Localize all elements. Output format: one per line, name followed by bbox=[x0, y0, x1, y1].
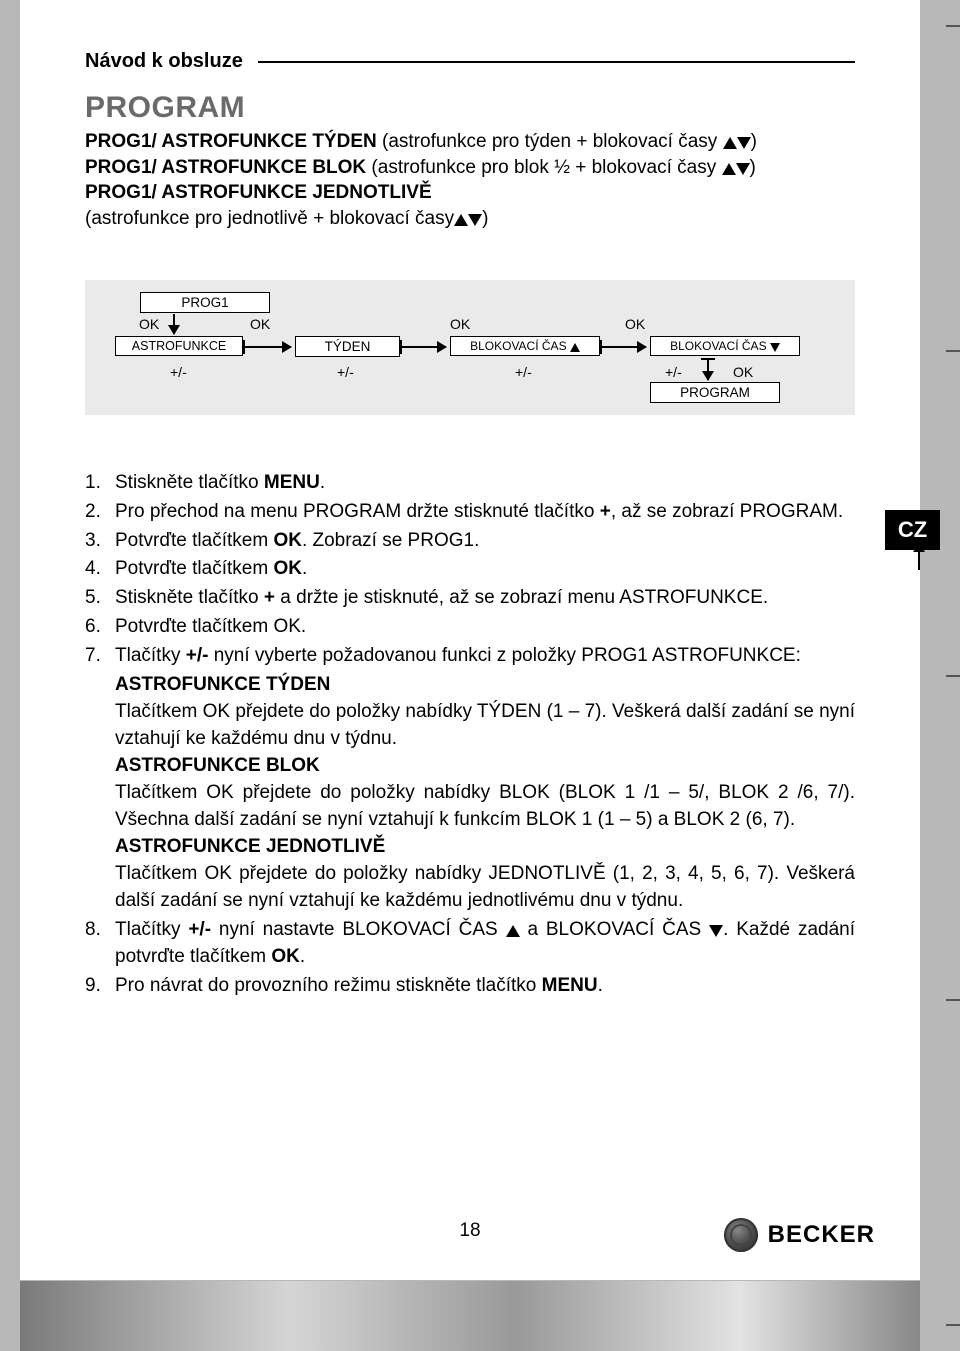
s7c-text: Tlačítkem OK přejdete do položky nabídky… bbox=[115, 861, 855, 915]
page: Návod k obsluze PROGRAM PROG1/ ASTROFUNK… bbox=[20, 0, 920, 1280]
binder-marks bbox=[940, 0, 960, 1351]
flow-box-astro: ASTROFUNKCE bbox=[115, 336, 243, 356]
intro-l1-bold: PROG1/ ASTROFUNKCE TÝDEN bbox=[85, 131, 377, 152]
step-1: 1.Stiskněte tlačítko MENU. bbox=[85, 470, 855, 497]
s7a-text: Tlačítkem OK přejdete do položky nabídky… bbox=[115, 699, 855, 753]
flow-box-blok-up: BLOKOVACÍ ČAS bbox=[450, 336, 600, 356]
s7c-heading: ASTROFUNKCE JEDNOTLIVĚ bbox=[115, 834, 855, 861]
steps-list: 1.Stiskněte tlačítko MENU. 2.Pro přechod… bbox=[85, 470, 855, 1000]
flow-box-prog1: PROG1 bbox=[140, 292, 270, 313]
tab-arrow bbox=[918, 552, 920, 570]
step-4: 4.Potvrďte tlačítkem OK. bbox=[85, 556, 855, 583]
triangle-down-icon bbox=[737, 137, 751, 149]
intro-l2-rest: (astrofunkce pro blok ½ + blokovací časy bbox=[366, 157, 721, 178]
flow-pm-1: +/- bbox=[170, 364, 187, 380]
intro-block: PROG1/ ASTROFUNKCE TÝDEN (astrofunkce pr… bbox=[85, 129, 855, 232]
triangle-down-icon bbox=[468, 214, 482, 226]
flow-ok-3: OK bbox=[450, 316, 470, 332]
brand-emblem-icon bbox=[724, 1218, 758, 1252]
intro-l2-bold: PROG1/ ASTROFUNKCE BLOK bbox=[85, 157, 366, 178]
step-9: 9.Pro návrat do provozního režimu stiskn… bbox=[85, 973, 855, 1000]
flow-ok-4: OK bbox=[625, 316, 645, 332]
s7a-heading: ASTROFUNKCE TÝDEN bbox=[115, 672, 855, 699]
step-5: 5.Stiskněte tlačítko + a držte je stiskn… bbox=[85, 585, 855, 612]
flow-arrow-r2 bbox=[402, 346, 446, 348]
s7b-text: Tlačítkem OK přejdete do položky nabídky… bbox=[115, 780, 855, 834]
flow-pm-3: +/- bbox=[515, 364, 532, 380]
intro-l4: (astrofunkce pro jednotlivě + blokovací … bbox=[85, 208, 454, 229]
footer-logo: BECKER bbox=[724, 1218, 875, 1252]
intro-close1: ) bbox=[751, 131, 757, 152]
header-rule bbox=[258, 61, 855, 63]
triangle-up-icon bbox=[723, 137, 737, 149]
flow-arrow-down bbox=[173, 314, 175, 334]
step-8: 8.Tlačítky +/- nyní nastavte BLOKOVACÍ Č… bbox=[85, 917, 855, 971]
flow-box-tyden: TÝDEN bbox=[295, 336, 400, 357]
step-7: 7.Tlačítky +/- nyní vyberte požadovanou … bbox=[85, 643, 855, 670]
triangle-down-icon bbox=[709, 925, 723, 937]
intro-l1-rest: (astrofunkce pro týden + blokovací časy bbox=[377, 131, 723, 152]
header-title: Návod k obsluze bbox=[85, 50, 243, 73]
triangle-down-icon bbox=[770, 343, 780, 352]
bottom-texture bbox=[20, 1281, 920, 1351]
flow-arrow-down-2 bbox=[707, 360, 709, 380]
flow-diagram: PROG1 OK OK OK OK ASTROFUNKCE TÝDEN BLOK… bbox=[85, 280, 855, 415]
step-3: 3.Potvrďte tlačítkem OK. Zobrazí se PROG… bbox=[85, 528, 855, 555]
flow-box-program: PROGRAM bbox=[650, 382, 780, 403]
s7b-heading: ASTROFUNKCE BLOK bbox=[115, 753, 855, 780]
section-title: PROGRAM bbox=[85, 91, 855, 125]
intro-close2: ) bbox=[750, 157, 756, 178]
flow-ok-5: OK bbox=[733, 364, 753, 380]
intro-close3: ) bbox=[482, 208, 488, 229]
flow-arrow-r3 bbox=[602, 346, 646, 348]
step-7a: ASTROFUNKCE TÝDEN Tlačítkem OK přejdete … bbox=[85, 672, 855, 915]
flow-pm-4: +/- bbox=[665, 364, 682, 380]
flow-box-blok-dn: BLOKOVACÍ ČAS bbox=[650, 336, 800, 356]
triangle-up-icon bbox=[570, 343, 580, 352]
triangle-down-icon bbox=[736, 163, 750, 175]
flow-ok-2: OK bbox=[250, 316, 270, 332]
flow-arrow-r1 bbox=[245, 346, 291, 348]
triangle-up-icon bbox=[722, 163, 736, 175]
flow-pm-2: +/- bbox=[337, 364, 354, 380]
triangle-up-icon bbox=[454, 214, 468, 226]
flow-ok-1: OK bbox=[139, 316, 159, 332]
triangle-up-icon bbox=[506, 925, 520, 937]
brand-name: BECKER bbox=[768, 1221, 875, 1249]
header: Návod k obsluze bbox=[85, 50, 855, 73]
intro-l3-bold: PROG1/ ASTROFUNKCE JEDNOTLIVĚ bbox=[85, 182, 432, 203]
step-2: 2.Pro přechod na menu PROGRAM držte stis… bbox=[85, 499, 855, 526]
step-6: 6.Potvrďte tlačítkem OK. bbox=[85, 614, 855, 641]
